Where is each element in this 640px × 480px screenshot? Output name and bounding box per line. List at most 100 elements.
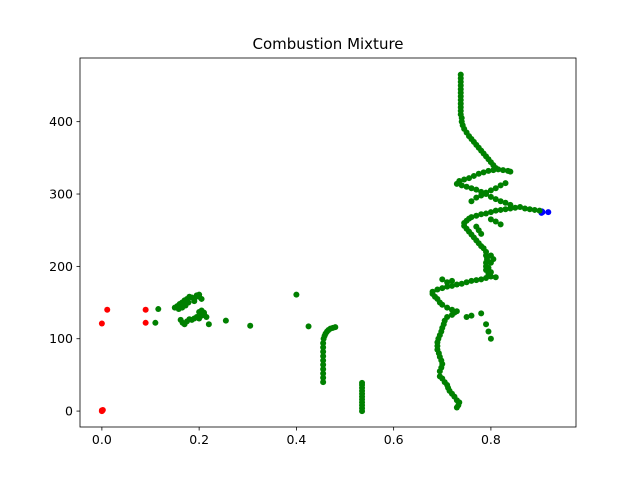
data-point-s2-101: [444, 304, 451, 311]
data-point-s2-40: [320, 379, 327, 386]
data-point-s2-99: [453, 308, 460, 315]
data-point-s2-112: [453, 281, 460, 288]
data-point-s2-107: [429, 288, 436, 295]
data-point-s2-210: [478, 310, 485, 317]
data-point-s2-49: [320, 340, 327, 347]
data-point-s2-108: [434, 286, 441, 293]
data-point-s2-164: [463, 183, 470, 190]
data-point-s2-34: [201, 309, 207, 316]
data-point-s2-68: [359, 379, 366, 386]
data-point-s2-211: [483, 321, 490, 328]
data-point-s2-223: [497, 182, 504, 189]
data-point-s2-178: [507, 168, 514, 175]
data-point-s2-209: [468, 312, 475, 319]
data-point-s2-220: [483, 189, 490, 196]
data-point-s2-113: [458, 280, 465, 287]
data-point-s2-144: [487, 209, 494, 216]
data-points: [98, 71, 552, 415]
data-point-s2-38: [293, 291, 300, 298]
data-point-s2-158: [492, 196, 499, 203]
data-point-s2-116: [473, 277, 480, 284]
plot-frame: [79, 57, 577, 428]
data-point-s2-14: [196, 291, 203, 298]
data-point-s2-167: [456, 178, 463, 184]
data-point-s2-216: [439, 276, 446, 283]
data-point-s2-221: [487, 187, 494, 194]
data-point-s2-156: [502, 199, 509, 206]
data-point-s2-207: [457, 71, 464, 78]
data-point-s2-110: [444, 283, 451, 290]
data-point-s2-143: [483, 210, 490, 217]
data-point-s2-159: [487, 193, 494, 200]
data-point-s2-39: [305, 323, 312, 330]
data-point-s2-0: [152, 319, 159, 326]
data-point-s2-150: [517, 204, 524, 211]
data-point-s2-140: [468, 214, 475, 221]
data-point-s2-172: [480, 169, 487, 176]
chart-title: Combustion Mixture: [252, 35, 403, 53]
data-point-s2-214: [449, 277, 455, 284]
data-point-s2-153: [531, 206, 538, 213]
data-point-s2-43: [320, 366, 327, 373]
data-point-s2-212: [485, 328, 492, 335]
data-point-s2-226: [492, 218, 499, 225]
data-point-s2-15: [191, 298, 198, 305]
data-point-s2-149: [512, 204, 519, 211]
data-point-s2-111: [449, 282, 455, 289]
data-point-s2-146: [497, 206, 504, 213]
data-point-s2-222: [492, 185, 499, 192]
data-point-s2-151: [521, 205, 528, 212]
data-point-s2-100: [449, 306, 455, 313]
data-point-s2-96: [444, 314, 451, 321]
data-point-s2-154: [536, 207, 543, 214]
x-tick-label-2: 0.4: [286, 432, 306, 447]
data-point-s2-168: [461, 176, 468, 183]
data-point-s0-4: [104, 306, 111, 313]
data-point-s0-3: [98, 320, 105, 327]
data-point-s2-236: [485, 272, 492, 279]
data-point-s1-3: [545, 209, 552, 216]
data-point-s2-218: [473, 194, 480, 201]
data-point-s2-145: [492, 207, 499, 214]
data-point-s0-2: [99, 407, 106, 413]
data-point-s2-35: [205, 321, 212, 328]
y-tick-label-1: 100: [49, 331, 73, 346]
data-point-s2-19: [175, 306, 182, 313]
data-point-s2-45: [320, 357, 327, 364]
data-point-s2-157: [497, 198, 504, 205]
data-point-s2-46: [320, 353, 327, 360]
data-point-s2-47: [320, 348, 327, 355]
data-point-s2-224: [502, 180, 509, 187]
data-point-s2-109: [439, 285, 446, 292]
data-point-s2-171: [475, 170, 482, 177]
data-point-s2-44: [320, 361, 327, 368]
y-tick-label-2: 200: [49, 259, 73, 274]
data-point-s2-217: [468, 198, 475, 205]
data-point-s2-42: [320, 370, 327, 377]
data-point-s2-147: [502, 206, 509, 213]
data-point-s2-215: [444, 279, 451, 286]
data-point-s2-225: [487, 216, 494, 223]
y-tick-label-3: 300: [49, 187, 73, 202]
data-point-s2-230: [478, 230, 485, 237]
data-point-s2-227: [497, 221, 504, 228]
data-point-s2-213: [487, 335, 494, 342]
data-point-s2-208: [463, 314, 470, 321]
data-point-s2-57: [332, 324, 339, 331]
data-point-s2-176: [500, 167, 507, 174]
data-point-s2-169: [466, 175, 473, 182]
data-point-s0-5: [142, 306, 149, 313]
data-point-s2-219: [478, 192, 485, 199]
x-tick-label-3: 0.6: [384, 432, 404, 447]
data-point-s2-114: [463, 279, 470, 286]
data-point-s2-117: [478, 276, 485, 283]
x-tick-label-1: 0.2: [189, 432, 209, 447]
data-point-s2-155: [507, 201, 514, 208]
data-point-s0-6: [142, 319, 149, 326]
data-point-s2-115: [468, 277, 475, 284]
data-point-s2-163: [468, 185, 475, 192]
data-point-s2-142: [478, 211, 485, 218]
data-point-s2-36: [222, 317, 229, 324]
y-tick-label-4: 400: [49, 114, 73, 129]
